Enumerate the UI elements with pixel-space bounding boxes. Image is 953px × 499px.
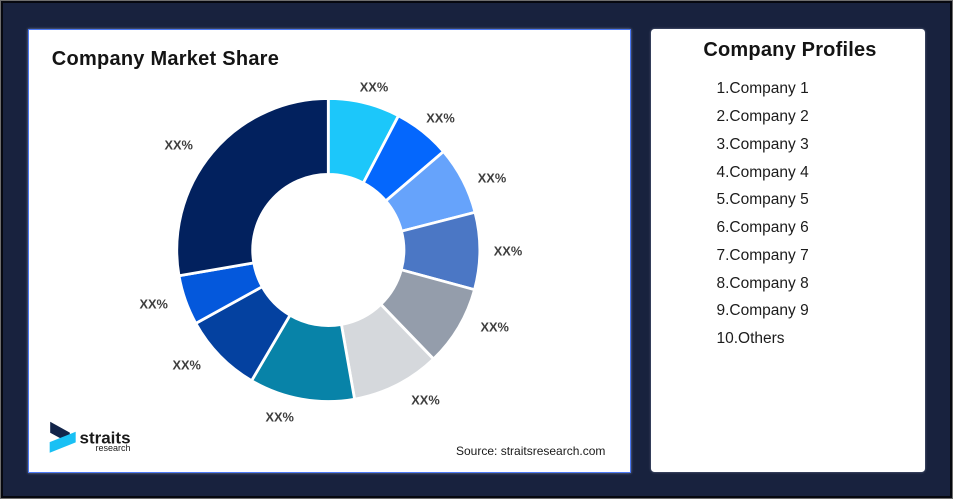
svg-text:straits: straits: [80, 428, 131, 447]
svg-text:research: research: [95, 443, 130, 453]
